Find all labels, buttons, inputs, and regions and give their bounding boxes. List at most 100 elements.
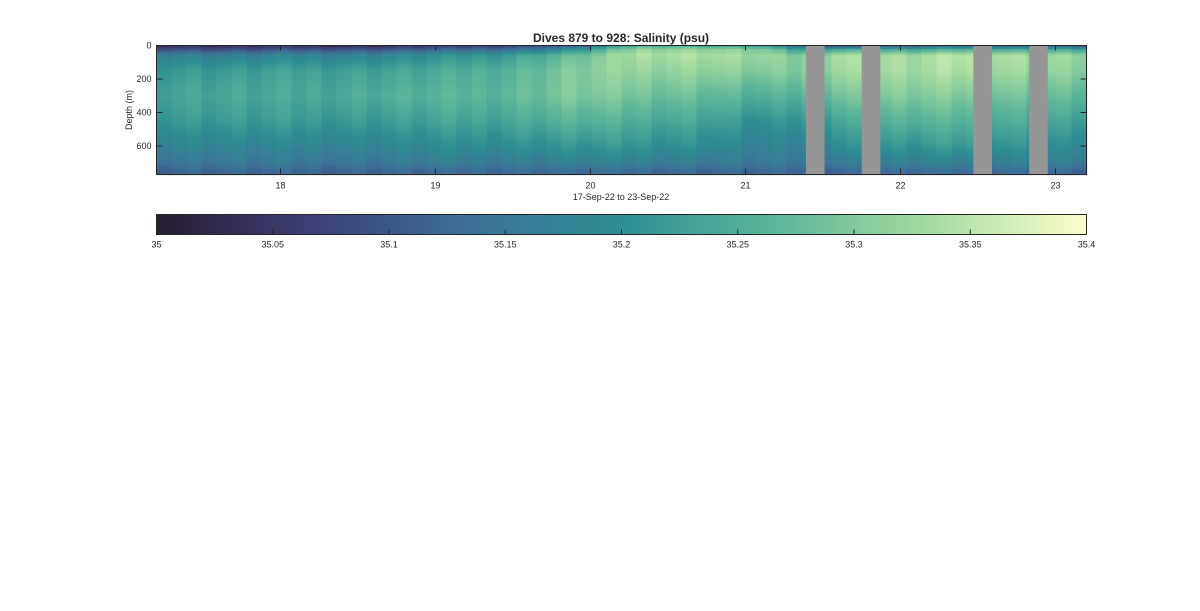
heatmap-cell (246, 161, 263, 164)
heatmap-cell (531, 129, 548, 132)
heatmap-cell (696, 70, 713, 73)
heatmap-cell (246, 124, 263, 127)
heatmap-cell (501, 79, 518, 82)
heatmap-cell (246, 60, 263, 63)
heatmap-cell (411, 57, 428, 60)
heatmap-cell (1056, 151, 1073, 154)
heatmap-cell (276, 120, 293, 124)
heatmap-cell (336, 115, 353, 119)
heatmap-cell (321, 166, 338, 169)
heatmap-cell (546, 79, 563, 82)
heatmap-cell (696, 122, 713, 125)
heatmap-cell (756, 139, 773, 142)
heatmap-cell (531, 92, 548, 95)
heatmap-cell (591, 164, 608, 167)
heatmap-cell (456, 60, 473, 63)
heatmap-cell (921, 127, 938, 130)
heatmap-cell (366, 80, 383, 83)
heatmap-cell (576, 109, 593, 112)
heatmap-cell (1071, 95, 1088, 99)
heatmap-cell (156, 164, 173, 167)
heatmap-cell (201, 166, 218, 169)
heatmap-cell (711, 60, 728, 63)
heatmap-cell (216, 55, 233, 58)
heatmap-cell (831, 151, 848, 154)
heatmap-cell (1011, 171, 1028, 174)
heatmap-cell (216, 100, 233, 104)
heatmap-cell (276, 92, 293, 95)
heatmap-cell (276, 90, 293, 94)
heatmap-cell (936, 134, 953, 137)
heatmap-cell (771, 125, 788, 129)
heatmap-cell (741, 134, 758, 137)
heatmap-cell (411, 129, 428, 132)
heatmap-cell (456, 65, 473, 68)
heatmap-cell (636, 57, 653, 60)
heatmap-cell (1011, 53, 1028, 57)
heatmap-cell (636, 104, 653, 107)
heatmap-cell (891, 142, 908, 145)
heatmap-cell (456, 147, 473, 150)
heatmap-cell (1041, 122, 1058, 125)
heatmap-cell (306, 112, 323, 115)
heatmap-cell (321, 63, 338, 67)
heatmap-cell (396, 167, 413, 171)
heatmap-cell (201, 94, 218, 97)
heatmap-cell (651, 149, 668, 152)
heatmap-cell (471, 147, 488, 150)
heatmap-cell (156, 132, 173, 135)
heatmap-cell (456, 142, 473, 145)
heatmap-cell (216, 120, 233, 124)
heatmap-cell (531, 109, 548, 112)
heatmap-cell (681, 125, 698, 129)
heatmap-cell (486, 72, 503, 75)
heatmap-cell (501, 95, 518, 99)
heatmap-cell (396, 135, 413, 139)
heatmap-cell (606, 127, 623, 130)
heatmap-cell (1011, 139, 1028, 142)
heatmap-cell (636, 92, 653, 95)
heatmap-cell (186, 109, 203, 112)
heatmap-cell (591, 97, 608, 100)
heatmap-cell (306, 157, 323, 161)
heatmap-cell (306, 115, 323, 119)
heatmap-cell (741, 115, 758, 119)
heatmap-cell (156, 84, 173, 87)
heatmap-cell (1056, 50, 1073, 53)
heatmap-cell (906, 120, 923, 124)
heatmap-cell (441, 146, 458, 149)
heatmap-cell (681, 97, 698, 100)
heatmap-cell (771, 149, 788, 152)
heatmap-cell (591, 110, 608, 114)
heatmap-cell (261, 80, 278, 83)
heatmap-cell (501, 125, 518, 129)
heatmap-cell (756, 73, 773, 77)
heatmap-cell (321, 67, 338, 70)
heatmap-cell (171, 146, 188, 149)
heatmap-cell (501, 94, 518, 97)
heatmap-cell (1041, 147, 1058, 150)
heatmap-cell (636, 156, 653, 159)
heatmap-cell (396, 67, 413, 70)
heatmap-cell (246, 100, 263, 104)
heatmap-cell (681, 67, 698, 70)
heatmap-cell (156, 94, 173, 97)
heatmap-cell (636, 63, 653, 67)
heatmap-cell (921, 92, 938, 95)
heatmap-cell (366, 70, 383, 73)
heatmap-cell (171, 139, 188, 142)
heatmap-cell (291, 139, 308, 142)
heatmap-cell (666, 60, 683, 63)
heatmap-cell (171, 72, 188, 75)
heatmap-cell (501, 154, 518, 157)
heatmap-cell (411, 47, 428, 50)
heatmap-cell (921, 68, 938, 72)
heatmap-cell (636, 109, 653, 112)
heatmap-cell (276, 169, 293, 172)
heatmap-cell (786, 68, 803, 72)
heatmap-cell (156, 159, 173, 162)
heatmap-cell (651, 137, 668, 140)
heatmap-cell (681, 104, 698, 107)
heatmap-cell (216, 57, 233, 60)
heatmap-cell (996, 167, 1013, 171)
